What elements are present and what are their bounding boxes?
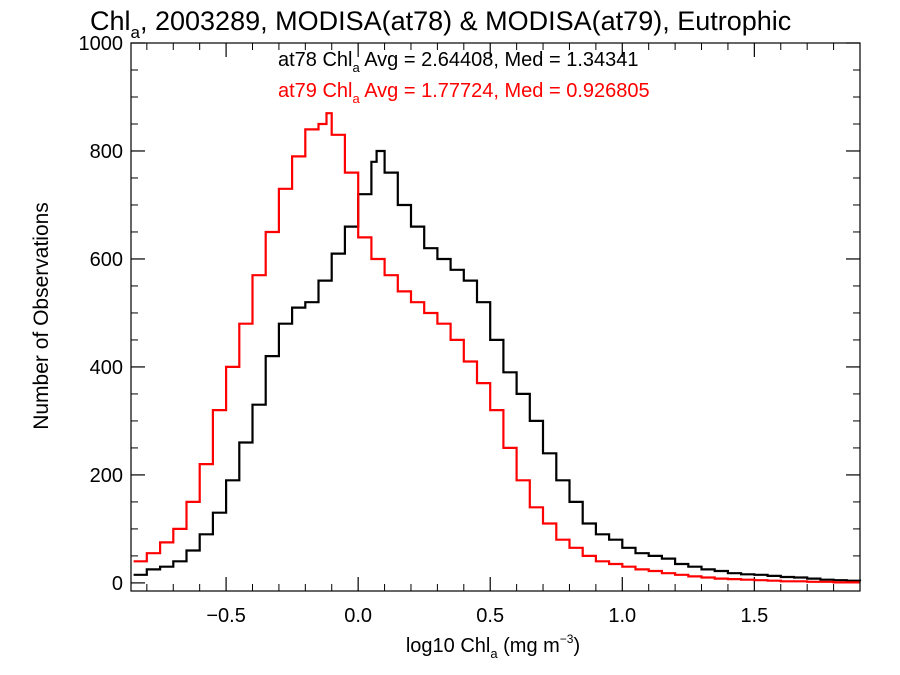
- series-layer: [133, 112, 862, 584]
- y-axis-label: Number of Observations: [30, 202, 53, 430]
- y-tick-label: 1000: [79, 33, 124, 55]
- x-tick-label: −0.5: [206, 605, 245, 627]
- plot-frame: [130, 42, 861, 592]
- x-tick-label: 1.0: [608, 605, 636, 627]
- annotation-at78-prefix: at78 Chl: [278, 49, 353, 71]
- axis-ticks: −0.5 0.0 0.5 1.0 1.5 0 200 400 600 800 1000: [79, 33, 860, 627]
- annotation-at79-subscript: a: [353, 91, 361, 106]
- x-axis-label: log10 Chla (mg m−3): [406, 632, 580, 661]
- chart-title-rest: , 2003289, MODISA(at78) & MODISA(at79), …: [140, 6, 791, 36]
- series-at78-line: [133, 149, 862, 582]
- x-tick-label: 1.5: [740, 605, 768, 627]
- x-tick-label: 0.0: [344, 605, 372, 627]
- annotation-at79-rest: Avg = 1.77724, Med = 0.926805: [360, 80, 650, 102]
- annotation-at78: at78 Chla Avg = 2.64408, Med = 1.34341: [278, 49, 638, 75]
- chart-title-prefix: Chl: [90, 6, 131, 36]
- y-tick-label: 600: [90, 249, 123, 271]
- x-axis-label-superscript: −3: [560, 632, 574, 646]
- y-tick-label: 400: [90, 357, 123, 379]
- x-axis-label-close: ): [573, 635, 580, 657]
- annotation-at79: at79 Chla Avg = 1.77724, Med = 0.926805: [278, 80, 650, 106]
- chart-title: Chla, 2003289, MODISA(at78) & MODISA(at7…: [90, 6, 791, 42]
- x-axis-label-prefix: log10 Chl: [406, 635, 491, 657]
- y-tick-label: 200: [90, 465, 123, 487]
- annotation-at78-rest: Avg = 2.64408, Med = 1.34341: [360, 49, 639, 71]
- annotation-at79-prefix: at79 Chl: [278, 80, 353, 102]
- x-axis-label-subscript: a: [490, 646, 498, 661]
- annotation-at78-subscript: a: [353, 60, 361, 75]
- chart-title-subscript: a: [131, 23, 141, 42]
- x-axis-label-units: (mg m: [498, 635, 560, 657]
- y-tick-label: 800: [90, 141, 123, 163]
- x-tick-label: 0.5: [476, 605, 504, 627]
- y-tick-label: 0: [112, 573, 123, 595]
- series-at79-line: [133, 112, 860, 584]
